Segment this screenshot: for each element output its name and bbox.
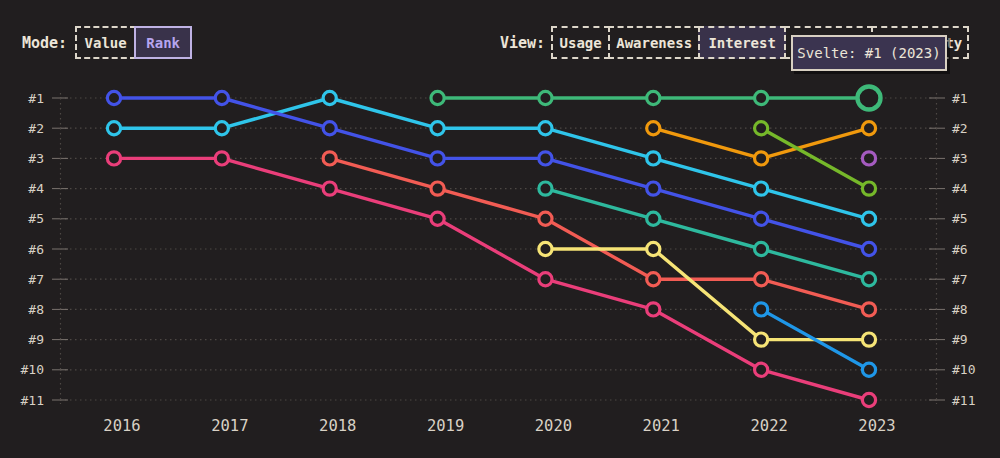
mode-toggle-group: Mode: Value Rank (22, 26, 192, 59)
data-point-blue-2016[interactable] (107, 91, 120, 104)
data-point-blue-2020[interactable] (539, 152, 552, 165)
data-point-cyan-2016[interactable] (107, 122, 120, 135)
data-point-blue-2017[interactable] (215, 91, 228, 104)
data-point-olive-2022[interactable] (755, 122, 768, 135)
rank-label-right: #7 (952, 272, 968, 287)
data-point-salmon-2022[interactable] (755, 273, 768, 286)
rank-label-left: #1 (28, 91, 44, 106)
data-point-Svelte-2021[interactable] (647, 91, 660, 104)
data-point-teal-2021[interactable] (647, 212, 660, 225)
view-usage-button[interactable]: Usage (551, 26, 610, 59)
data-point-olive-2023[interactable] (862, 182, 875, 195)
data-point-yellow-2020[interactable] (539, 242, 552, 255)
data-point-teal-2023[interactable] (862, 273, 875, 286)
year-label: 2023 (858, 417, 895, 435)
rank-label-left: #6 (28, 242, 44, 257)
data-point-salmon-2023[interactable] (862, 303, 875, 316)
rank-label-right: #3 (952, 151, 968, 166)
data-point-pink-2021[interactable] (647, 303, 660, 316)
data-point-cyan-2023[interactable] (862, 212, 875, 225)
data-point-yellow-2021[interactable] (647, 242, 660, 255)
rank-label-right: #4 (952, 181, 968, 196)
data-point-blue-2019[interactable] (431, 152, 444, 165)
data-point-blue-2021[interactable] (647, 182, 660, 195)
series-line-olive (761, 128, 869, 188)
rank-label-right: #9 (952, 332, 968, 347)
rank-label-left: #7 (28, 272, 44, 287)
mode-label: Mode: (22, 34, 67, 52)
year-label: 2016 (103, 417, 140, 435)
data-point-blue-2022[interactable] (755, 212, 768, 225)
year-label: 2018 (319, 417, 356, 435)
data-point-amber-2021[interactable] (647, 122, 660, 135)
view-label: View: (500, 34, 545, 52)
chart-tooltip-text: Svelte: #1 (2023) (797, 45, 940, 61)
rank-label-right: #11 (952, 393, 975, 408)
rank-label-right: #10 (952, 362, 975, 377)
data-point-cyan-2019[interactable] (431, 122, 444, 135)
data-point-teal-2020[interactable] (539, 182, 552, 195)
data-point-cyan-2018[interactable] (323, 91, 336, 104)
data-point-purple-2023[interactable] (862, 152, 875, 165)
data-point-Svelte-2020[interactable] (539, 91, 552, 104)
year-label: 2017 (211, 417, 248, 435)
data-point-Svelte-2023[interactable] (857, 87, 880, 110)
year-label: 2019 (427, 417, 464, 435)
year-label: 2022 (750, 417, 787, 435)
data-point-yellow-2022[interactable] (755, 333, 768, 346)
rank-label-left: #3 (28, 151, 44, 166)
data-point-amber-2022[interactable] (755, 152, 768, 165)
data-point-pink-2019[interactable] (431, 212, 444, 225)
data-point-teal-2022[interactable] (755, 242, 768, 255)
view-interest-button[interactable]: Interest (698, 26, 786, 59)
mode-value-button[interactable]: Value (75, 26, 136, 59)
data-point-blue-2018[interactable] (323, 122, 336, 135)
data-point-sky-2022[interactable] (755, 303, 768, 316)
data-point-pink-2020[interactable] (539, 273, 552, 286)
mode-rank-button[interactable]: Rank (134, 26, 192, 59)
data-point-cyan-2017[interactable] (215, 122, 228, 135)
data-point-yellow-2023[interactable] (862, 333, 875, 346)
year-label: 2020 (535, 417, 572, 435)
rank-label-left: #9 (28, 332, 44, 347)
rank-label-left: #10 (21, 362, 44, 377)
rank-label-right: #2 (952, 121, 968, 136)
rank-label-left: #4 (28, 181, 44, 196)
rank-label-left: #5 (28, 211, 44, 226)
data-point-pink-2016[interactable] (107, 152, 120, 165)
data-point-pink-2017[interactable] (215, 152, 228, 165)
data-point-salmon-2021[interactable] (647, 273, 660, 286)
rank-label-right: #5 (952, 211, 968, 226)
data-point-cyan-2022[interactable] (755, 182, 768, 195)
rank-label-right: #1 (952, 91, 968, 106)
data-point-Svelte-2019[interactable] (431, 91, 444, 104)
data-point-cyan-2021[interactable] (647, 152, 660, 165)
year-label: 2021 (643, 417, 680, 435)
data-point-cyan-2020[interactable] (539, 122, 552, 135)
chart-tooltip: Svelte: #1 (2023) (791, 35, 947, 71)
data-point-sky-2023[interactable] (862, 363, 875, 376)
rank-label-right: #8 (952, 302, 968, 317)
data-point-Svelte-2022[interactable] (755, 91, 768, 104)
data-point-pink-2022[interactable] (755, 363, 768, 376)
data-point-amber-2023[interactable] (862, 122, 875, 135)
data-point-pink-2023[interactable] (862, 393, 875, 406)
data-point-salmon-2019[interactable] (431, 182, 444, 195)
view-awareness-button[interactable]: Awareness (608, 26, 700, 59)
rank-label-left: #2 (28, 121, 44, 136)
series-line-salmon (330, 158, 869, 309)
rank-label-left: #11 (21, 393, 44, 408)
rank-label-right: #6 (952, 242, 968, 257)
data-point-salmon-2018[interactable] (323, 152, 336, 165)
data-point-salmon-2020[interactable] (539, 212, 552, 225)
data-point-blue-2023[interactable] (862, 242, 875, 255)
rank-label-left: #8 (28, 302, 44, 317)
series-line-blue (114, 98, 869, 249)
data-point-pink-2018[interactable] (323, 182, 336, 195)
